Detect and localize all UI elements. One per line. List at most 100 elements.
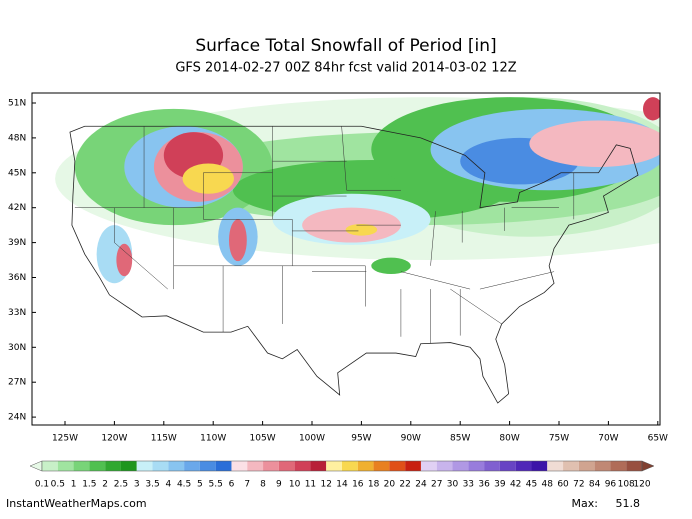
site-credit: InstantWeatherMaps.com: [6, 497, 147, 510]
boundaries: [69, 125, 639, 404]
colorbar-label: 33: [463, 480, 474, 490]
colorbar-label: 22: [399, 480, 410, 490]
colorbar-label: 0.1: [35, 480, 49, 490]
colorbar-label: 2.5: [114, 480, 128, 490]
colorbar-swatch: [578, 461, 595, 471]
colorbar-label: 30: [447, 480, 459, 490]
lat-label: 30N: [8, 343, 26, 353]
lat-label: 48N: [8, 133, 26, 143]
snow-area: [229, 219, 247, 262]
colorbar-label: 27: [431, 480, 442, 490]
colorbar-label: 36: [478, 480, 490, 490]
lat-label: 39N: [8, 238, 26, 248]
colorbar-swatch: [120, 461, 137, 471]
state-line: [114, 207, 168, 290]
colorbar-label: 5: [197, 480, 203, 490]
colorbar-swatch: [199, 461, 216, 471]
colorbar-swatch: [563, 461, 579, 471]
colorbar-label: 48: [542, 480, 554, 490]
colorbar-swatch: [89, 461, 106, 471]
lat-label: 24N: [8, 413, 26, 423]
colorbar-label: 108: [618, 480, 635, 490]
max-value: 51.8: [616, 497, 641, 510]
lon-label: 110W: [200, 434, 226, 444]
colorbar-swatch: [136, 461, 153, 471]
colorbar-label: 7: [244, 480, 250, 490]
lon-label: 85W: [450, 434, 470, 444]
lat-label: 33N: [8, 308, 26, 318]
colorbar-label: 0.5: [51, 480, 65, 490]
colorbar-label: 18: [368, 480, 380, 490]
colorbar-label: 3: [134, 480, 140, 490]
lat-label: 36N: [8, 273, 26, 283]
colorbar-end: [29, 460, 43, 472]
lon-label: 125W: [52, 434, 78, 444]
colorbar-swatch: [468, 461, 485, 471]
colorbar-swatch: [42, 461, 58, 471]
colorbar-swatch: [420, 461, 437, 471]
colorbar-swatch: [231, 461, 248, 471]
lon-label: 80W: [499, 434, 519, 444]
colorbar-label: 84: [589, 480, 601, 490]
lon-label: 65W: [648, 434, 668, 444]
snow-area: [345, 223, 378, 236]
colorbar-label: 5.5: [209, 480, 223, 490]
colorbar-swatch: [452, 461, 469, 471]
colorbar-swatch: [105, 461, 121, 471]
state-line: [400, 271, 471, 290]
colorbar-label: 96: [605, 480, 617, 490]
colorbar-label: 60: [557, 480, 569, 490]
colorbar-label: 1: [71, 480, 77, 490]
lon-label: 115W: [151, 434, 177, 444]
lon-label: 70W: [598, 434, 618, 444]
lon-label: 100W: [299, 434, 325, 444]
colorbar-swatch: [594, 461, 611, 471]
colorbar-label: 1.5: [82, 480, 96, 490]
lon-label: 75W: [549, 434, 569, 444]
snow-area: [642, 97, 660, 121]
colorbar-swatch: [357, 461, 374, 471]
colorbar-swatch: [373, 461, 390, 471]
colorbar-label: 120: [633, 480, 650, 490]
lon-label: 90W: [401, 434, 421, 444]
colorbar-label: 9: [276, 480, 282, 490]
state-line: [341, 126, 347, 191]
lat-label: 27N: [8, 378, 26, 388]
colorbar-swatch: [499, 461, 516, 471]
colorbar-swatch: [247, 461, 264, 471]
state-line: [479, 271, 555, 290]
colorbar: 0.1 0.5 1 1.5 2 2.5 3 3.5 4 4.5 5 5.5 6 7 8 9 10 11 12 14 16…: [29, 460, 655, 490]
colorbar-swatch: [310, 461, 327, 471]
colorbar-swatch: [626, 461, 642, 471]
colorbar-swatch: [484, 461, 500, 471]
lon-label: 95W: [351, 434, 371, 444]
snow-area: [116, 243, 133, 277]
colorbar-swatch: [184, 461, 200, 471]
colorbar-label: 42: [510, 480, 521, 490]
snow-area: [529, 120, 660, 167]
colorbar-end: [641, 460, 655, 472]
colorbar-swatch: [405, 461, 421, 471]
state-line: [450, 288, 502, 325]
colorbar-label: 45: [526, 480, 537, 490]
colorbar-label: 39: [494, 480, 506, 490]
colorbar-label: 16: [352, 480, 364, 490]
snow-area: [371, 257, 411, 274]
colorbar-label: 6: [229, 480, 235, 490]
colorbar-swatch: [278, 461, 295, 471]
colorbar-swatch: [73, 461, 90, 471]
snow-area: [302, 207, 401, 243]
colorbar-swatch: [436, 461, 453, 471]
us-outline: [69, 125, 639, 404]
lon-label: 120W: [101, 434, 127, 444]
colorbar-label: 11: [305, 480, 316, 490]
colorbar-swatch: [152, 461, 169, 471]
colorbar-label: 24: [415, 480, 427, 490]
colorbar-swatch: [168, 461, 185, 471]
map-frame: [31, 92, 661, 426]
colorbar-label: 14: [336, 480, 348, 490]
colorbar-swatch: [610, 461, 627, 471]
lon-label: 105W: [250, 434, 276, 444]
colorbar-label: 2: [102, 480, 108, 490]
